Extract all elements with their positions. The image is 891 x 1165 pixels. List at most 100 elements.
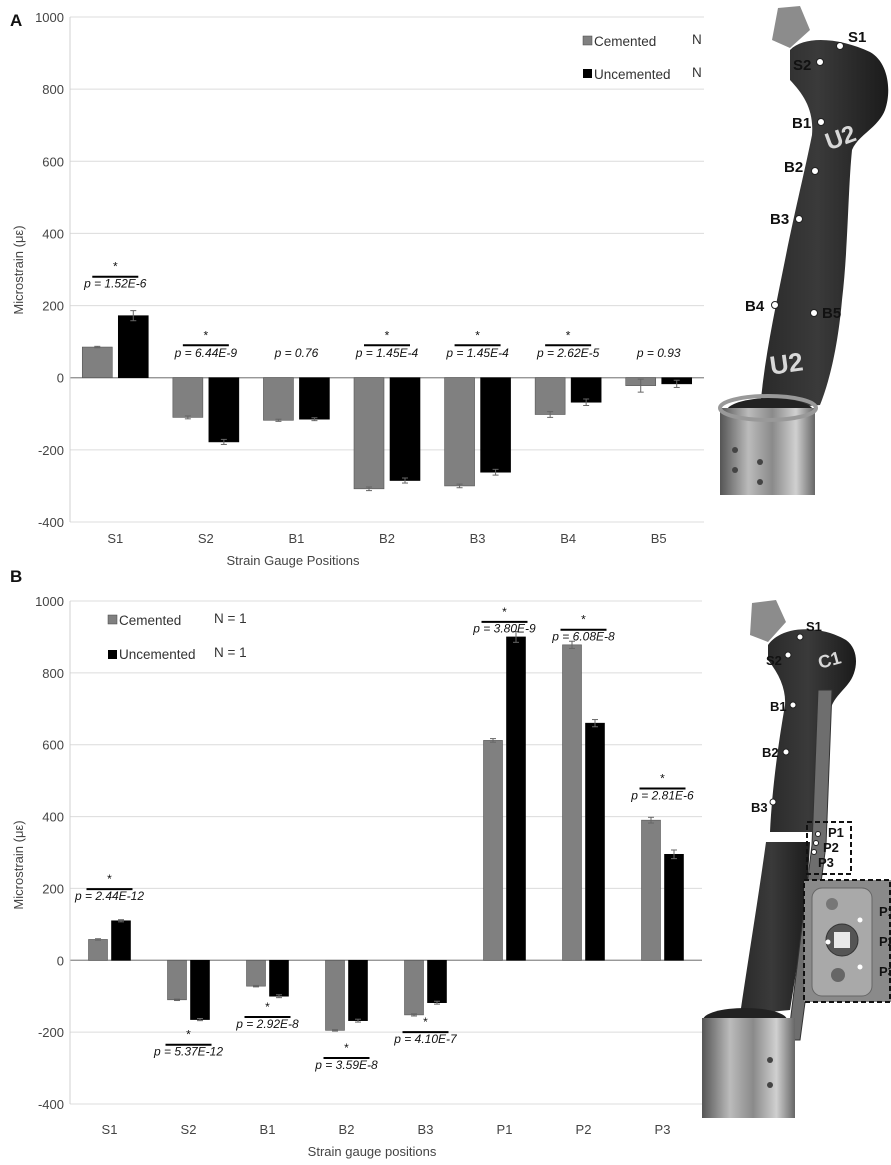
gauge-marker-b4-a: [771, 301, 779, 309]
significance-star: *: [107, 872, 112, 886]
bar-cemented: [172, 377, 204, 418]
gauge-marker-s2-a: [816, 58, 824, 66]
significance-star: *: [423, 1015, 428, 1029]
legend-swatch-uncemented-a: [583, 69, 592, 78]
significance-b: * p = 2.44E-12 * p = 5.37E-12 * p = 2.92E-8 * p…: [74, 605, 694, 1072]
p-value-label: p = 3.59E-8: [314, 1058, 378, 1072]
significance-star: *: [502, 605, 507, 619]
significance-star: *: [113, 260, 118, 274]
x-tick-label: B3: [470, 531, 486, 546]
inset-label-p2: P2: [879, 934, 891, 949]
x-tick-label: S1: [107, 531, 123, 546]
gauge-marker-b5-a: [810, 309, 818, 317]
femur-shape-a: [760, 40, 889, 410]
significance-star: *: [204, 328, 209, 342]
p-value-label: p = 2.62E-5: [536, 346, 600, 360]
y-tick-labels-a: -400 -200 0 200 400 600 800 1000: [35, 10, 64, 530]
bar-uncemented: [117, 315, 149, 379]
inset-detail-b: P1 P2 P3: [803, 879, 891, 1003]
y-tick-label: 600: [42, 154, 64, 169]
legend-b: Cemented N = 1 Uncemented N = 1: [107, 611, 247, 662]
photo-label-b3-b: B3: [751, 800, 768, 815]
y-axis-title-b: Microstrain (με): [11, 820, 26, 909]
y-tick-label: 200: [42, 299, 64, 314]
bar-cemented: [167, 959, 187, 1001]
photo-label-b1-a: B1: [792, 115, 811, 132]
photo-label-s2-a: S2: [793, 57, 811, 74]
photo-label-p2-b: P2: [823, 840, 839, 855]
x-tick-label: S2: [181, 1122, 197, 1137]
n-label-cemented-b: N = 1: [214, 611, 247, 626]
gauge-marker-b1-a: [817, 118, 825, 126]
bar-uncemented: [427, 959, 447, 1003]
p-value-label: p = 3.80E-9: [472, 622, 536, 636]
p-value-label: p = 1.45E-4: [355, 346, 419, 360]
photo-label-b2-a: B2: [784, 159, 803, 176]
x-tick-labels-b: S1 S2 B1 B2 B3 P1 P2 P3: [102, 1122, 671, 1137]
photo-label-s1-b: S1: [806, 619, 822, 634]
photo-b: C1 S1 S2 B1 B2 B3 P1 P2 P3: [702, 595, 891, 1160]
x-tick-label: S2: [198, 531, 214, 546]
panel-label-a: A: [10, 11, 22, 30]
pot-b: [702, 1018, 795, 1118]
p-value-label: p = 2.92E-8: [235, 1017, 299, 1031]
chart-a: A -400 -200 0 200 400 600 800 1000 S1 S2 B1 B2 B3 B4…: [10, 10, 725, 568]
x-tick-label: B3: [418, 1122, 434, 1137]
u2-mark-lower: U2: [768, 346, 805, 380]
bar-uncemented: [269, 959, 289, 997]
bar-cemented: [263, 377, 294, 421]
y-tick-label: 400: [42, 226, 64, 241]
legend-swatch-cemented-b: [107, 614, 118, 625]
femur-upper-fragment-b: [768, 629, 856, 832]
significance-star: *: [566, 328, 571, 342]
top-fixture-b: [750, 600, 786, 642]
bar-uncemented: [664, 853, 684, 961]
x-tick-label: B1: [260, 1122, 276, 1137]
y-axis-title-a: Microstrain (με): [11, 225, 26, 314]
chart-b: B -400 -200 0 200 400 600 800 1000 S1 S2 B1 B2 B3 P1…: [10, 567, 702, 1159]
gauge-marker-b3-a: [795, 215, 803, 223]
bar-cemented: [353, 377, 385, 490]
photo-label-b2-b: B2: [762, 745, 779, 760]
y-tick-label: -200: [38, 1025, 64, 1040]
x-tick-label: P3: [655, 1122, 671, 1137]
bar-uncemented: [190, 959, 210, 1020]
y-tick-label: 200: [42, 881, 64, 896]
bar-uncemented: [111, 920, 131, 961]
p-value-label: p = 1.45E-4: [445, 346, 509, 360]
y-tick-label: 1000: [35, 10, 64, 25]
legend-label-cemented-a: Cemented: [594, 34, 656, 49]
gauge-marker-s1-a: [836, 42, 844, 50]
legend-label-cemented-b: Cemented: [119, 613, 181, 628]
gauge-marker-b2-b: [782, 748, 790, 756]
x-tick-labels-a: S1 S2 B1 B2 B3 B4 B5: [107, 531, 666, 546]
gauge-marker-b1-b: [789, 701, 797, 709]
photo-label-b4-a: B4: [745, 298, 765, 315]
plate-b: [787, 689, 833, 1041]
femur-lower-fragment-b: [740, 842, 810, 1015]
y-tick-label: 400: [42, 810, 64, 825]
p-value-label: p = 5.37E-12: [153, 1044, 223, 1058]
bar-uncemented: [570, 377, 602, 403]
legend-swatch-cemented-a: [582, 35, 593, 46]
x-tick-label: P2: [576, 1122, 592, 1137]
x-tick-label: P1: [497, 1122, 513, 1137]
p-value-label: p = 6.44E-9: [174, 346, 238, 360]
photo-a: U2 U2 S1 S2 B1 B2 B3 B4 B5: [704, 0, 891, 500]
x-tick-label: B1: [288, 531, 304, 546]
y-tick-label: -400: [38, 1097, 64, 1112]
p-value-label: p = 2.44E-12: [74, 889, 144, 903]
bar-cemented: [404, 959, 424, 1016]
panel-label-b: B: [10, 567, 22, 586]
x-axis-title-b: Strain gauge positions: [308, 1144, 437, 1159]
gridlines-b: [69, 600, 702, 1105]
x-tick-label: B5: [651, 531, 667, 546]
bar-uncemented: [389, 377, 421, 481]
significance-star: *: [344, 1041, 349, 1055]
bar-uncemented: [208, 377, 240, 443]
bar-cemented: [534, 377, 566, 415]
gauge-marker-b2-a: [811, 167, 819, 175]
y-tick-labels-b: -400 -200 0 200 400 600 800 1000: [35, 594, 64, 1112]
photo-label-b1-b: B1: [770, 699, 787, 714]
